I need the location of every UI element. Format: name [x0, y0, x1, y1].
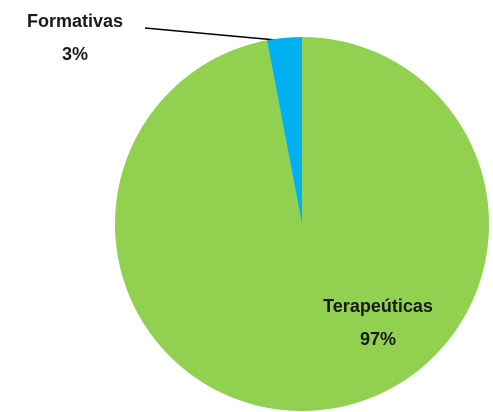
leader-line — [144, 27, 289, 43]
category-label: Terapeúticas — [323, 296, 433, 316]
value-label: 3% — [62, 44, 88, 64]
pie-slice — [266, 37, 302, 224]
category-label: Formativas — [27, 11, 123, 31]
pie-slice — [115, 37, 489, 412]
value-label: 97% — [360, 329, 396, 349]
